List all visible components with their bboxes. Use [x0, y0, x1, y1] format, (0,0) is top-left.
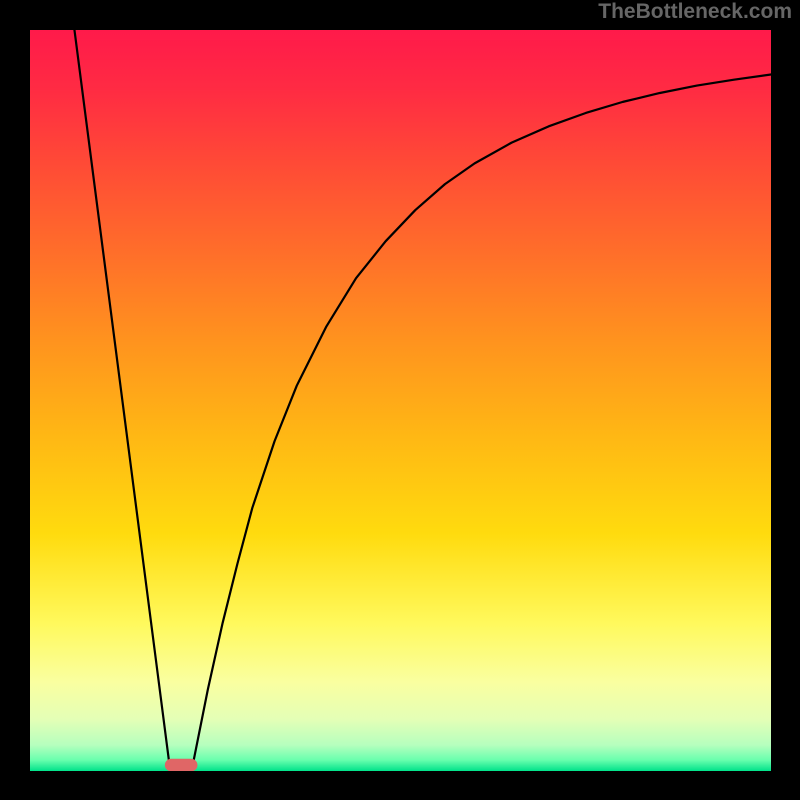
chart-svg — [30, 30, 771, 771]
chart-background — [30, 30, 771, 771]
watermark-text: TheBottleneck.com — [598, 0, 792, 24]
chart-plot-area — [30, 30, 771, 771]
optimal-marker — [165, 759, 198, 771]
